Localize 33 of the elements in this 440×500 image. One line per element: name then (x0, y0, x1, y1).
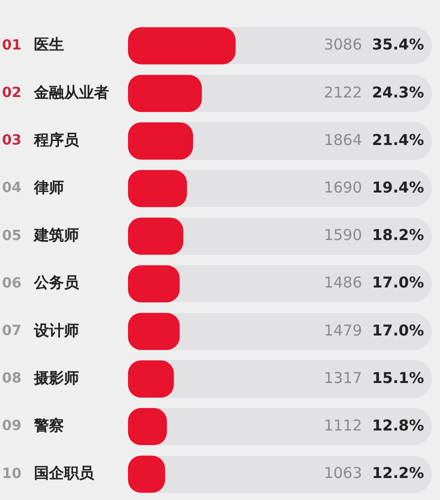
y-tick-label: 10 国企职员 (2, 464, 95, 482)
annotation: 1690 (324, 178, 362, 196)
y-tick-label: 03 程序员 (2, 130, 80, 149)
bar (128, 170, 187, 208)
y-tick-label: 06 公务员 (2, 274, 80, 292)
data-label: 12.2% (372, 464, 424, 482)
annotation: 2122 (324, 83, 362, 102)
y-tick-label: 09 警察 (2, 416, 64, 434)
bar (128, 122, 194, 160)
annotation: 1864 (324, 130, 362, 149)
annotation: 1063 (324, 464, 362, 482)
y-tick-label: 08 摄影师 (2, 368, 79, 387)
data-label: 12.8% (372, 416, 424, 434)
y-tick-label: 02 金融从业者 (2, 83, 109, 102)
annotation: 1317 (324, 368, 362, 387)
annotation: 1112 (324, 416, 362, 434)
y-tick-label: 01 医生 (2, 36, 64, 54)
y-tick-label: 04 律师 (2, 178, 64, 196)
data-label: 19.4% (372, 178, 424, 196)
data-label: 24.3% (372, 83, 424, 102)
annotation: 1479 (324, 321, 362, 340)
annotation: 1486 (324, 274, 362, 292)
y-tick-label: 07 设计师 (2, 321, 79, 340)
annotation: 1590 (324, 226, 362, 244)
data-label: 18.2% (372, 226, 424, 244)
data-label: 17.0% (372, 274, 424, 292)
data-label: 35.4% (372, 36, 424, 54)
annotation: 3086 (324, 36, 362, 54)
bar (128, 74, 202, 112)
data-label: 15.1% (372, 368, 424, 387)
data-label: 21.4% (372, 130, 424, 149)
y-tick-label: 05 建筑师 (2, 226, 79, 244)
data-label: 17.0% (372, 321, 424, 340)
